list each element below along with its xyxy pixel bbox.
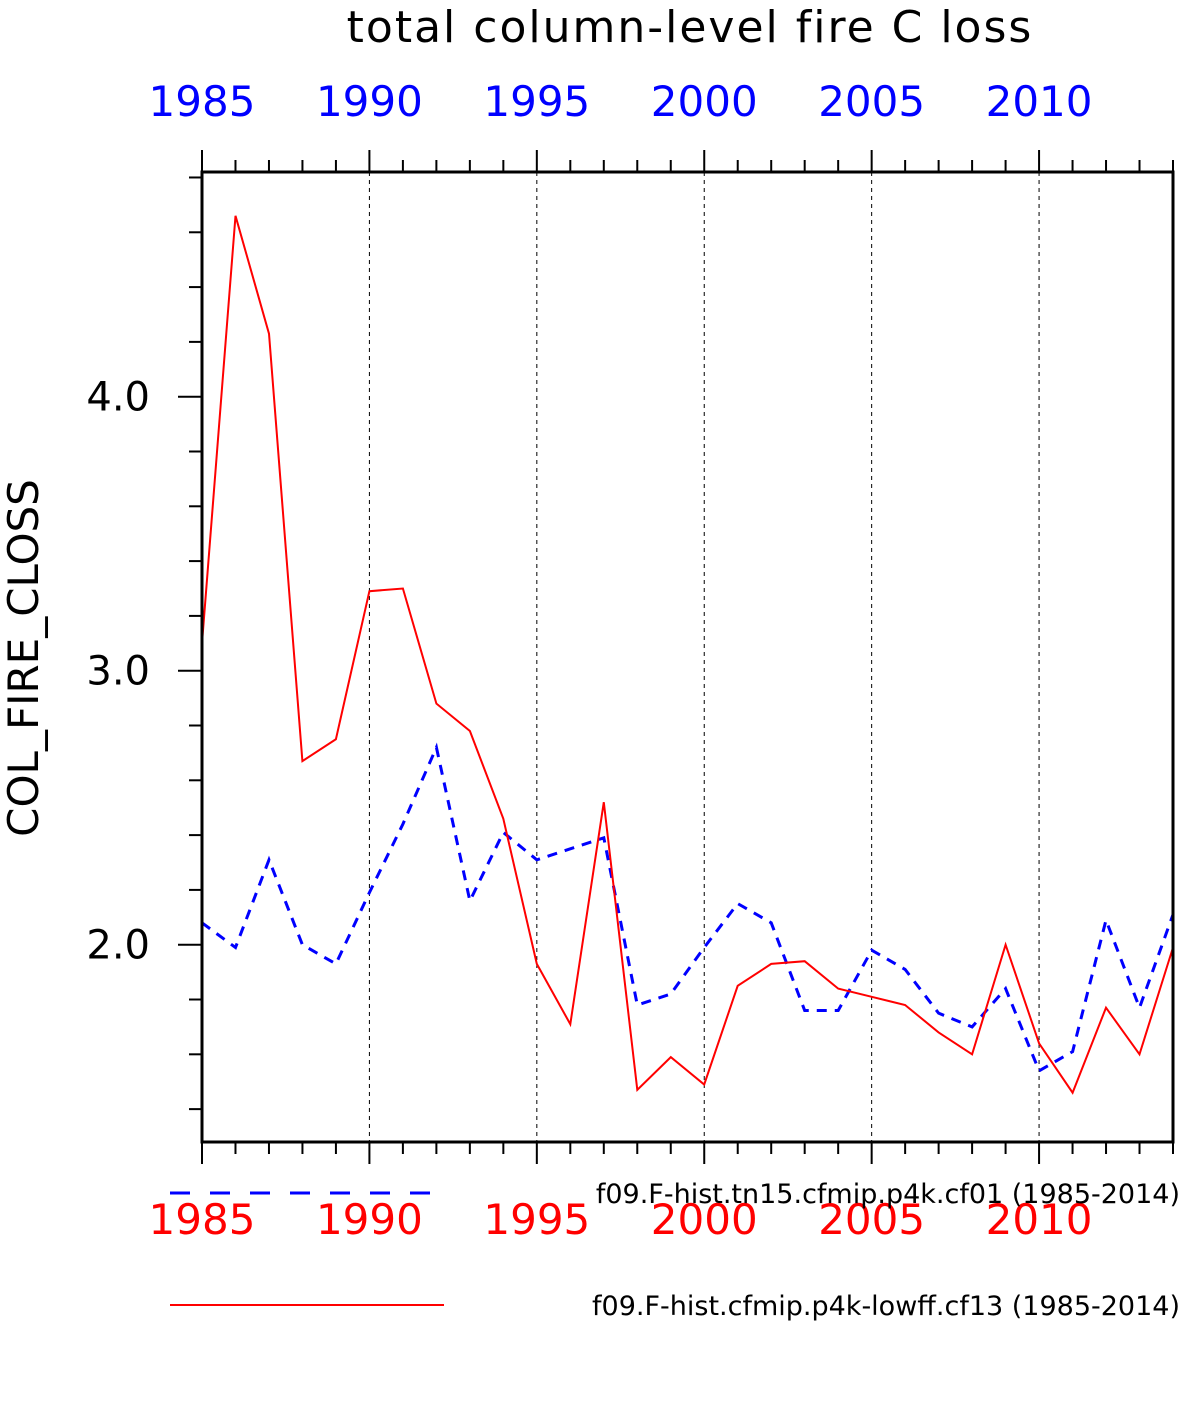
y-tick-label: 3.0 — [86, 649, 150, 695]
x-top-tick-label: 1985 — [149, 77, 256, 126]
y-axis-label: COL_FIRE_CLOSS — [0, 479, 48, 837]
x-top-tick-label: 2010 — [986, 77, 1093, 126]
grid-lines — [368, 172, 1040, 1142]
x-top-tick-label: 1990 — [316, 77, 423, 126]
x-bottom-tick-label: 1995 — [483, 1195, 590, 1244]
x-top-tick-label: 2000 — [651, 77, 758, 126]
legend-label-2: f09.F-hist.cfmip.p4k-lowff.cf13 (1985-20… — [592, 1291, 1180, 1322]
y-tick-label: 4.0 — [86, 375, 150, 421]
plot-frame — [200, 170, 1175, 1144]
x-bottom-tick-label: 2005 — [818, 1195, 925, 1244]
x-bottom-tick-label: 1985 — [149, 1195, 256, 1244]
x-top-tick-label: 2005 — [818, 77, 925, 126]
x-bottom-tick-label: 2000 — [651, 1195, 758, 1244]
y-tick-label: 2.0 — [86, 923, 150, 969]
series-line-1 — [201, 742, 1175, 1073]
x-bottom-tick-label: 1990 — [316, 1195, 423, 1244]
x-bottom-tick-label: 2010 — [986, 1195, 1093, 1244]
series-lines — [201, 215, 1175, 1095]
legend: f09.F-hist.tn15.cfmip.p4k.cf01 (1985-201… — [170, 1179, 1180, 1322]
legend-label-1: f09.F-hist.tn15.cfmip.p4k.cf01 (1985-201… — [596, 1179, 1180, 1210]
axes: 1985 1985 1990 1990 1995 1995 2000 2000 2005 2005… — [86, 77, 1174, 1244]
x-top-tick-label: 1995 — [483, 77, 590, 126]
series-line-2 — [201, 215, 1174, 1095]
chart-title: total column-level fire C loss — [347, 2, 1034, 53]
